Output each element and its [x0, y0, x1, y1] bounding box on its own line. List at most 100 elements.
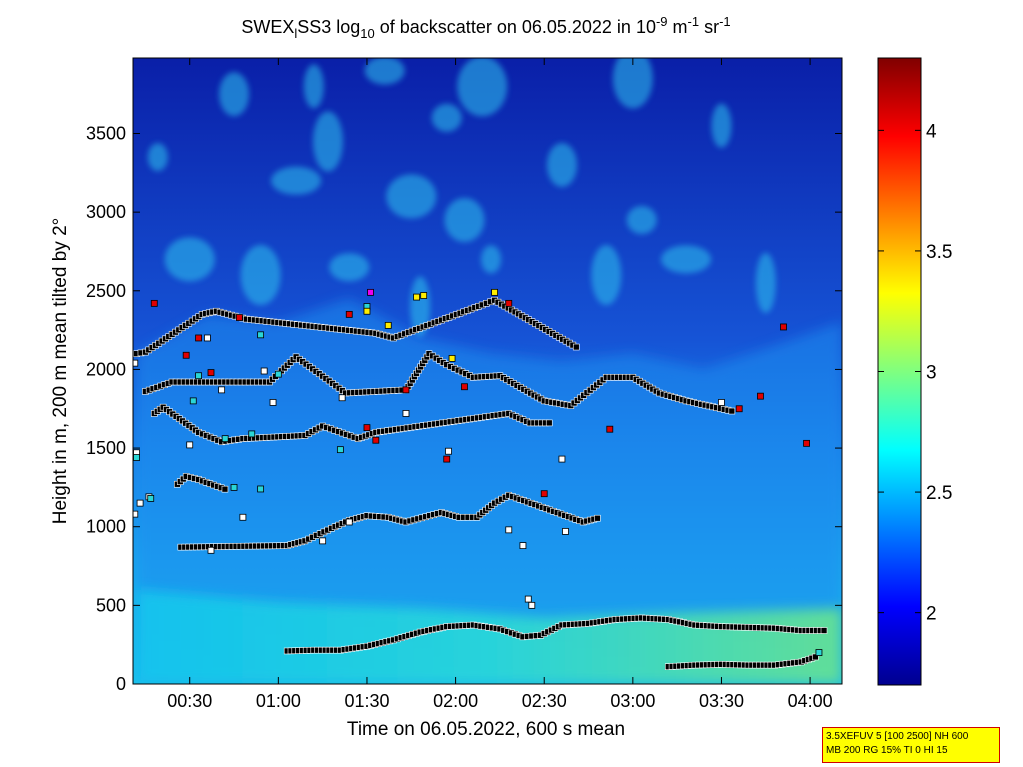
marker — [133, 510, 139, 518]
y-axis-label: Height in m, 200 m mean tilted by 2° — [50, 218, 71, 524]
marker — [195, 372, 202, 380]
marker-series-magenta-detections — [367, 288, 374, 296]
x-tick-label: 04:00 — [788, 691, 833, 711]
x-tick-label: 03:00 — [610, 691, 655, 711]
y-axis-ticks: 0 500 1000 1500 2000 2500 3000 3500 — [86, 123, 842, 694]
marker — [540, 490, 548, 498]
marker — [402, 410, 410, 417]
marker — [338, 394, 346, 402]
marker-series-layer-1300m — [174, 473, 229, 493]
marker — [558, 455, 566, 463]
marker — [269, 399, 277, 406]
marker — [248, 430, 256, 438]
surface-layer — [136, 589, 842, 684]
y-tick-label: 1000 — [86, 517, 126, 537]
cloud-patch — [147, 143, 168, 172]
marker — [133, 359, 139, 367]
marker — [812, 653, 819, 661]
marker — [336, 446, 344, 454]
marker-series-boundary-layer-top — [283, 614, 828, 655]
marker — [448, 355, 456, 362]
y-tick-label: 0 — [116, 674, 126, 694]
marker — [528, 601, 536, 609]
cloud-patch — [612, 58, 653, 109]
marker — [218, 386, 226, 394]
colorbar: 2 2.5 3 3.5 4 — [877, 57, 952, 686]
info-line-2: MB 200 RG 15% TI 0 HI 15 — [826, 745, 948, 756]
colorbar-tick-label: 2.5 — [926, 483, 952, 504]
y-tick-label: 2000 — [86, 359, 126, 379]
marker — [606, 425, 614, 433]
marker — [133, 454, 140, 461]
marker — [461, 383, 468, 391]
marker — [505, 299, 513, 307]
y-tick-label: 3500 — [86, 123, 126, 143]
cloud-patch — [219, 72, 250, 117]
cloud-patch — [431, 103, 462, 132]
marker — [274, 370, 282, 378]
y-tick-label: 500 — [96, 595, 126, 615]
cloud-patch — [755, 252, 776, 313]
marker — [402, 386, 410, 394]
marker — [443, 455, 451, 463]
marker — [257, 331, 265, 339]
cloud-patch — [444, 198, 485, 243]
marker — [186, 441, 194, 449]
marker — [420, 292, 428, 299]
marker — [505, 526, 513, 534]
marker — [189, 397, 197, 405]
cloud-patch — [457, 58, 508, 117]
y-tick-label: 3000 — [86, 202, 126, 222]
marker — [780, 323, 787, 331]
cloud-patch — [312, 111, 343, 172]
x-tick-label: 03:30 — [699, 691, 744, 711]
marker — [572, 343, 580, 351]
marker — [260, 367, 268, 375]
marker — [562, 528, 569, 535]
marker — [519, 542, 527, 549]
marker — [803, 439, 810, 447]
y-tick-label: 1500 — [86, 438, 126, 458]
marker — [182, 351, 190, 359]
marker — [524, 595, 532, 603]
y-tick-label: 2500 — [86, 281, 126, 301]
cloud-patch — [164, 237, 215, 282]
marker — [204, 334, 211, 342]
colorbar-tick-label: 2 — [926, 604, 937, 625]
marker-series-lower-layer — [664, 653, 819, 670]
marker-series-layer-1600m — [150, 403, 553, 446]
marker — [207, 546, 215, 554]
x-tick-label: 00:30 — [167, 691, 212, 711]
colorbar-tick-label: 3 — [926, 363, 937, 384]
cloud-patch — [386, 174, 437, 219]
marker — [195, 334, 202, 342]
marker — [319, 537, 327, 545]
x-axis-ticks: 00:30 01:00 01:30 02:00 02:30 03:00 03:30 04:00 — [167, 58, 833, 711]
marker — [230, 483, 238, 491]
marker — [718, 399, 725, 406]
marker — [345, 310, 353, 318]
colorbar-tick-label: 3.5 — [926, 242, 952, 263]
cloud-patch — [364, 58, 405, 85]
plot-frame — [132, 57, 843, 685]
cloud-patch — [626, 206, 657, 235]
marker — [815, 649, 823, 656]
marker — [221, 435, 229, 443]
marker — [545, 419, 553, 427]
x-tick-label: 02:30 — [522, 691, 567, 711]
marker — [235, 314, 243, 321]
x-tick-label: 01:30 — [344, 691, 389, 711]
cloud-patch — [481, 245, 502, 274]
marker — [384, 321, 392, 329]
processing-info-box: 3.5XEFUV 5 [100 2500] NH 600 MB 200 RG 1… — [822, 727, 1000, 763]
marker — [136, 499, 144, 507]
marker — [594, 514, 601, 522]
info-line-1: 3.5XEFUV 5 [100 2500] NH 600 — [826, 731, 969, 742]
marker — [820, 627, 828, 634]
cloud-patch — [329, 253, 370, 282]
marker — [735, 405, 743, 413]
marker — [239, 513, 247, 521]
marker — [363, 424, 371, 432]
marker-series-layer-2100m — [133, 296, 580, 357]
